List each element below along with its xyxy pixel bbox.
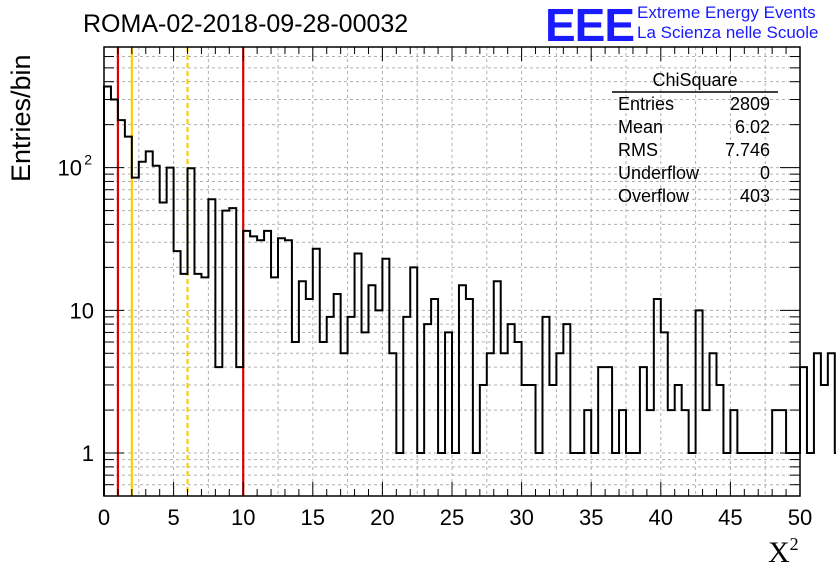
stats-label: Underflow [618,163,700,183]
stats-label: Overflow [618,186,690,206]
x-tick-label: 20 [370,505,394,530]
y-tick-label-sup: 2 [84,152,92,168]
y-tick-label: 1 [82,441,94,466]
stats-label: Mean [618,117,663,137]
x-tick-label: 15 [301,505,325,530]
y-tick-label: 10 [70,298,94,323]
x-axis-label-sup: 2 [789,534,799,554]
x-tick-label: 25 [440,505,464,530]
x-axis-label: X2 [768,534,799,570]
x-tick-label: 10 [231,505,255,530]
stats-value: 7.746 [725,140,770,160]
x-tick-label: 30 [509,505,533,530]
x-tick-label: 45 [718,505,742,530]
stats-title: ChiSquare [652,70,737,90]
y-tick-label: 10 [58,156,82,181]
x-tick-label: 35 [579,505,603,530]
stats-box: ChiSquare Entries 2809 Mean 6.02 RMS 7.746 Unde… [612,70,778,206]
stats-value: 6.02 [735,117,770,137]
stats-value: 403 [740,186,770,206]
chart-title: ROMA-02-2018-09-28-00032 [83,10,409,38]
stats-value: 0 [760,163,770,183]
stats-label: Entries [618,94,674,114]
logo-text-line2: La Scienza nelle Scuole [637,23,819,42]
stats-value: 2809 [730,94,770,114]
x-tick-label: 40 [649,505,673,530]
x-tick-label: 5 [167,505,179,530]
x-tick-label: 0 [98,505,110,530]
x-tick-label: 50 [788,505,812,530]
histogram-series [103,85,836,496]
logo-text-line1: Extreme Energy Events [637,3,816,22]
x-axis-label-text: X [768,536,790,569]
stats-label: RMS [618,140,658,160]
eee-logo: EEE [545,0,635,51]
